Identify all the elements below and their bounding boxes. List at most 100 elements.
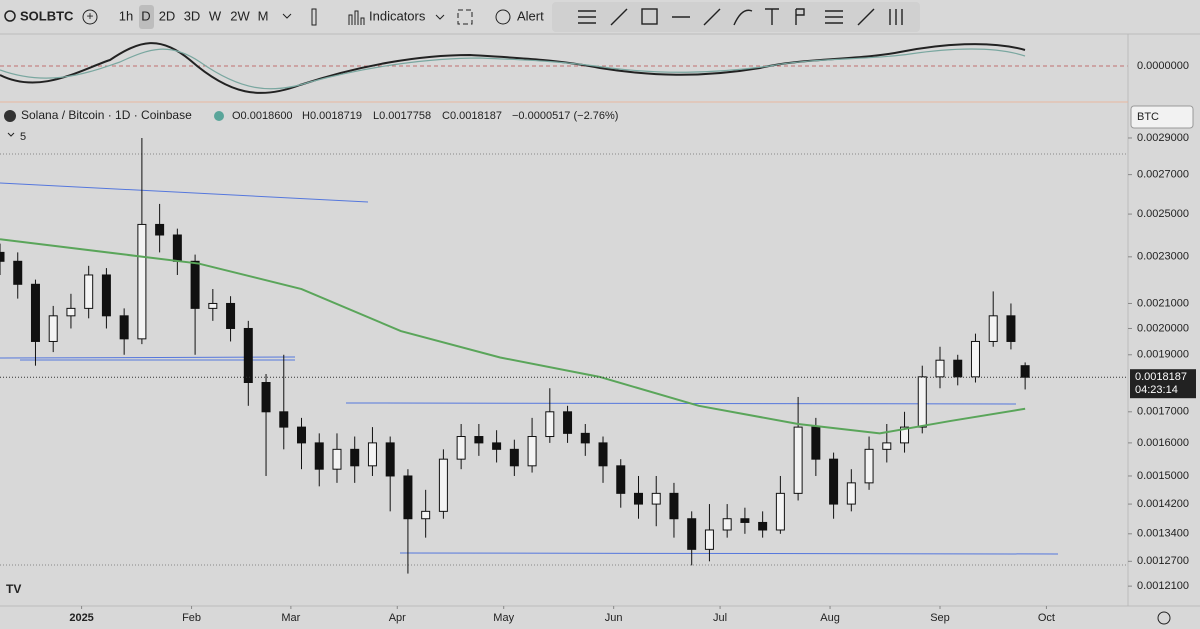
candle-body xyxy=(829,458,839,505)
x-tick-label: Oct xyxy=(1038,612,1055,624)
indicator-count: 5 xyxy=(20,131,26,143)
tv-logo: TV xyxy=(6,582,21,596)
y-tick-label: 0.0013400 xyxy=(1137,528,1189,540)
candle-body xyxy=(137,223,147,340)
indicators-button[interactable]: Indicators xyxy=(369,8,426,23)
templates-icon[interactable] xyxy=(457,9,473,25)
candle-body xyxy=(651,492,661,505)
tool-ruler[interactable] xyxy=(889,9,903,25)
y-tick-label: 0.0027000 xyxy=(1137,169,1189,181)
y-tick-label: 0.0029000 xyxy=(1137,132,1189,144)
price-plot: 0.0029000 0.0027000 0.0025000 0.0023000 0.00… xyxy=(0,132,1196,624)
indicators-dropdown[interactable] xyxy=(435,14,445,20)
candle-body xyxy=(669,492,679,520)
candle-body xyxy=(598,442,608,467)
add-symbol-plus: + xyxy=(86,9,93,23)
candle-body xyxy=(421,510,431,520)
candle-body xyxy=(864,448,874,484)
tool-lines[interactable] xyxy=(578,10,596,24)
drawing-tools xyxy=(578,8,903,26)
tool-brush[interactable] xyxy=(733,9,753,26)
candle-body xyxy=(1006,315,1016,342)
x-tick-label: May xyxy=(493,612,514,624)
chart-type-icon[interactable] xyxy=(311,8,317,26)
tool-ray[interactable] xyxy=(703,8,721,26)
tool-measure[interactable] xyxy=(857,8,875,26)
oscillator-axis-label: 0.0000000 xyxy=(1137,60,1189,72)
search-icon[interactable] xyxy=(4,10,16,22)
interval-button[interactable]: M xyxy=(258,8,269,23)
interval-button[interactable]: D xyxy=(141,8,150,23)
candle-body xyxy=(279,411,289,428)
y-tick-label: 0.0016000 xyxy=(1137,437,1189,449)
tool-text[interactable] xyxy=(765,8,779,25)
candle-body xyxy=(261,382,271,413)
candle-body xyxy=(297,426,307,444)
oscillator-signal xyxy=(0,48,1026,90)
interval-button[interactable]: 1h xyxy=(119,8,133,23)
candle-body xyxy=(811,426,821,460)
symbol[interactable]: SOLBTC xyxy=(20,8,74,23)
countdown: 04:23:14 xyxy=(1135,384,1178,396)
candle-body xyxy=(740,518,750,523)
candle-body xyxy=(190,260,200,309)
candle-body xyxy=(332,448,342,470)
drawing-toolbar xyxy=(552,2,920,32)
candle-body xyxy=(846,482,856,505)
legend-close: C0.0018187 xyxy=(442,110,502,122)
candle-body xyxy=(775,492,785,531)
legend-high: H0.0018719 xyxy=(302,110,362,122)
intervals: 1h D 2D 3D W 2W M xyxy=(119,8,269,23)
candle-body xyxy=(917,376,927,428)
interval-button[interactable]: 2D xyxy=(159,8,176,23)
x-tick-label: Mar xyxy=(281,612,300,624)
candle-body xyxy=(0,251,5,262)
candle-body xyxy=(13,260,23,285)
collapse-arrow[interactable] xyxy=(7,132,15,137)
candle-body xyxy=(758,521,768,531)
interval-dropdown[interactable] xyxy=(282,13,292,19)
y-tick-label: 0.0014200 xyxy=(1137,498,1189,510)
candle-body xyxy=(563,411,573,434)
alert-icon xyxy=(495,9,511,25)
candle-body xyxy=(48,315,58,342)
x-tick-label: Sep xyxy=(930,612,950,624)
interval-button[interactable]: W xyxy=(209,8,222,23)
candle-body xyxy=(119,315,129,340)
candle-body xyxy=(30,283,40,342)
candle-body xyxy=(66,307,76,317)
interval-button[interactable]: 3D xyxy=(184,8,201,23)
tool-fib[interactable] xyxy=(795,8,805,25)
candle-body xyxy=(492,442,502,450)
candle-body xyxy=(314,442,324,470)
trendline[interactable] xyxy=(0,182,369,203)
horizontal-line[interactable] xyxy=(345,402,1017,405)
candle-body xyxy=(101,274,111,317)
tool-trendline[interactable] xyxy=(610,8,628,26)
add-symbol[interactable] xyxy=(82,9,98,25)
market-status xyxy=(214,111,224,121)
y-tick-label: 0.0015000 xyxy=(1137,470,1189,482)
legend-open: O0.0018600 xyxy=(232,110,293,122)
y-tick-label: 0.0025000 xyxy=(1137,208,1189,220)
candle-body xyxy=(155,223,165,236)
oscillator-line xyxy=(0,42,1026,94)
candle-body xyxy=(243,327,253,384)
candle-body xyxy=(385,442,395,477)
currency-box[interactable] xyxy=(1130,105,1194,129)
candle-body xyxy=(882,442,892,450)
candle-body xyxy=(84,274,94,309)
interval-button[interactable]: 2W xyxy=(230,8,250,23)
alert-button[interactable]: Alert xyxy=(517,8,544,23)
candle-body xyxy=(438,458,448,512)
symbol-logo xyxy=(4,110,16,122)
settings-icon[interactable] xyxy=(1157,611,1171,625)
tool-rectangle[interactable] xyxy=(641,8,658,25)
currency: BTC xyxy=(1137,111,1159,123)
candle-body xyxy=(793,426,803,494)
active-interval-bg xyxy=(139,5,154,29)
legend-low: L0.0017758 xyxy=(373,110,431,122)
horizontal-line[interactable] xyxy=(399,552,1059,555)
tool-pattern[interactable] xyxy=(825,10,843,24)
